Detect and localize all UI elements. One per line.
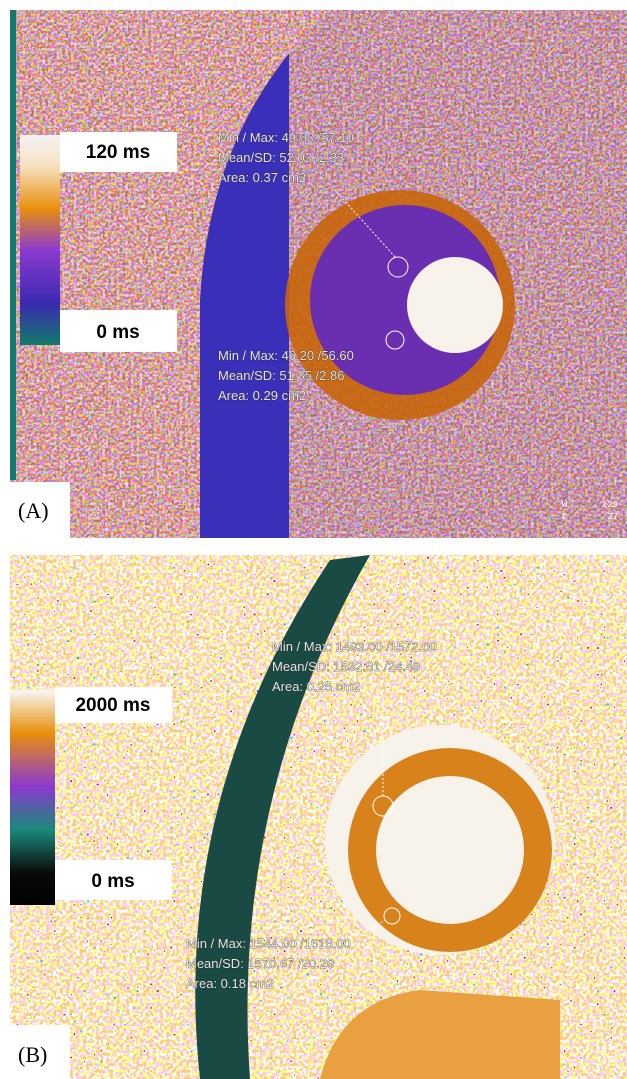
window-value: 992	[602, 1043, 618, 1053]
scale-min: 0 ms	[96, 322, 139, 343]
roi-text: Min / Max: 1544.00 /1618.00	[186, 936, 351, 951]
colorbar-a	[20, 135, 60, 345]
roi-text: Area: 0.29 cm2	[218, 388, 306, 403]
scale-min: 0 ms	[91, 871, 134, 892]
panel-a: 120 ms 0 ms Min / Max: 49.00 /57.10 Mean…	[0, 10, 627, 538]
center-value: 37	[607, 512, 618, 522]
panel-label: (B)	[18, 1042, 47, 1067]
colorbar-b	[10, 690, 55, 905]
scale-max: 120 ms	[86, 142, 150, 163]
roi-text: Min / Max: 46.20 /56.60	[218, 348, 354, 363]
panel-label: (A)	[18, 498, 49, 523]
center-label: C	[562, 512, 568, 522]
roi-text: Area: 0.37 cm2	[218, 170, 306, 185]
window-value: 129	[602, 500, 618, 510]
roi-text: Min / Max: 49.00 /57.10	[218, 130, 354, 145]
scale-max: 2000 ms	[75, 695, 150, 716]
window-label: W	[560, 1043, 566, 1053]
roi-text: Min / Max: 1493.00 /1572.00	[272, 639, 437, 654]
panel-b: 2000 ms 0 ms Min / Max: 1493.00 /1572.00…	[0, 555, 627, 1079]
roi-text: Mean/SD: 52.03 /2.33	[218, 150, 344, 165]
roi-text: Area: 0.25 cm2	[272, 679, 360, 694]
center-value: 1199	[596, 1055, 618, 1065]
roi-text: Area: 0.18 cm2	[186, 976, 274, 991]
roi-text: Mean/SD: 51.85 /2.86	[218, 368, 344, 383]
roi-text: Mean/SD: 1532.81 /24.49	[272, 659, 420, 674]
center-label: C	[560, 1055, 566, 1065]
window-label: W	[562, 500, 568, 510]
figure: 120 ms 0 ms Min / Max: 49.00 /57.10 Mean…	[0, 0, 627, 1079]
edge-strip-a	[10, 10, 16, 480]
cavity-a	[407, 257, 503, 353]
roi-text: Mean/SD: 1570.67 /20.29	[186, 956, 334, 971]
